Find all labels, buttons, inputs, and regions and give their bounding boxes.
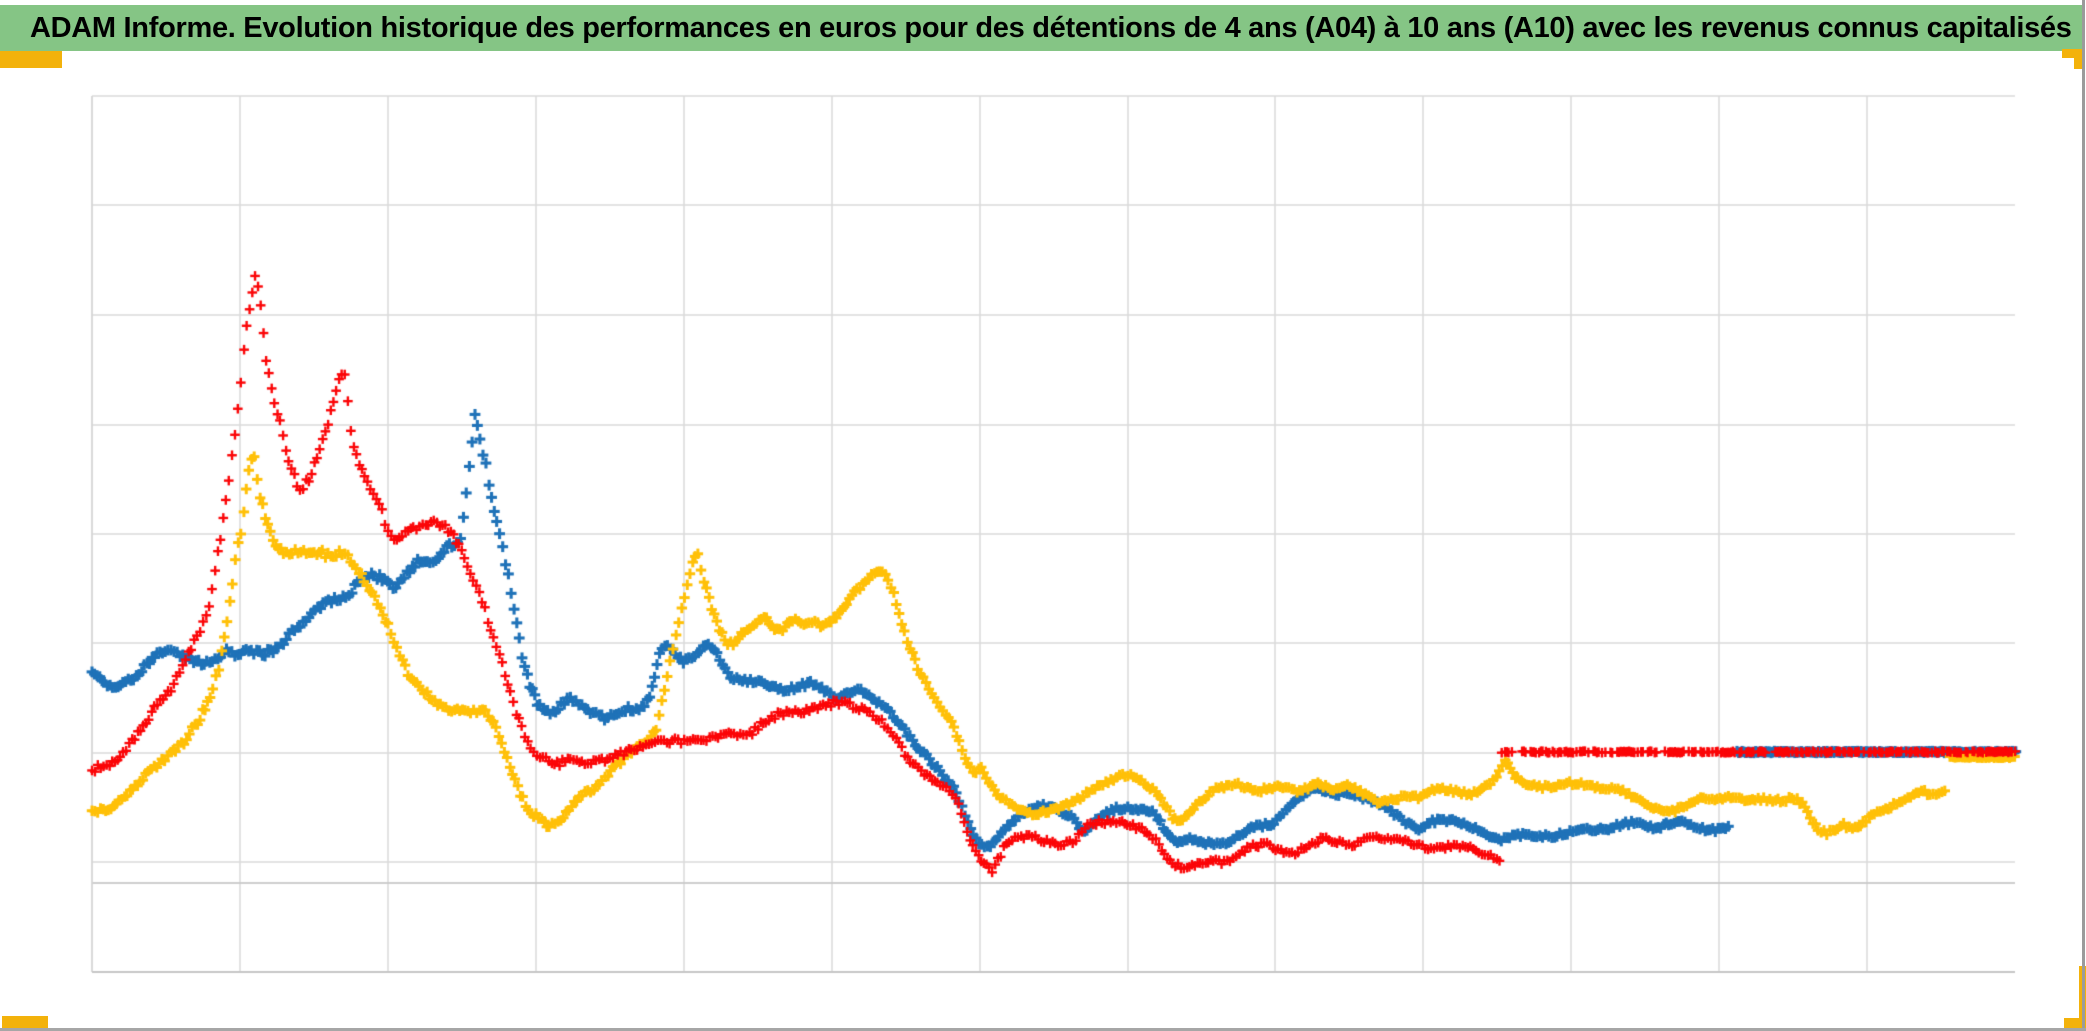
corner-bracket-top-right-h: [2062, 49, 2083, 58]
window-bottom-edge: [0, 1028, 2086, 1031]
corner-bracket-top-right-v: [2074, 49, 2083, 69]
corner-tab-bottom-left: [2, 1016, 48, 1028]
chart-title: ADAM Informe. Evolution historique des p…: [30, 11, 2072, 44]
window-right-edge: [2082, 0, 2085, 1031]
title-bar: ADAM Informe. Evolution historique des p…: [0, 5, 2083, 51]
corner-bracket-bottom-right-h: [2064, 1018, 2086, 1028]
corner-tab-top-left: [0, 51, 62, 68]
